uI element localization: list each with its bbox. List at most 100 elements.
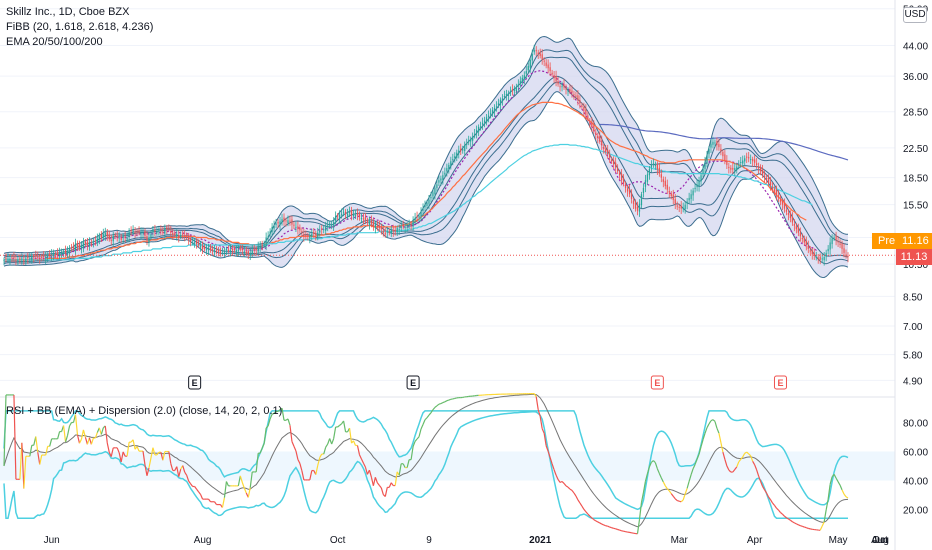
candle-body xyxy=(493,108,496,112)
candle-body xyxy=(215,250,218,252)
time-tick-label: 2021 xyxy=(529,535,552,546)
rsi-segment xyxy=(702,433,706,440)
rsi-segment xyxy=(708,420,712,425)
rsi-segment xyxy=(583,508,587,513)
rsi-segment xyxy=(190,483,194,487)
candle-body xyxy=(92,241,95,243)
rsi-segment xyxy=(677,500,680,502)
candle-body xyxy=(809,250,811,252)
rsi-segment xyxy=(35,436,39,453)
candle-body xyxy=(64,250,67,253)
candle-body xyxy=(509,91,512,94)
rsi-tick-label: 40.00 xyxy=(903,477,928,488)
rsi-segment xyxy=(585,511,589,515)
candle-body xyxy=(742,160,744,164)
rsi-segment xyxy=(239,475,243,483)
candle-body xyxy=(676,205,678,207)
candle-body xyxy=(531,54,533,61)
candle-body xyxy=(305,234,307,237)
candle-body xyxy=(750,159,752,161)
rsi-segment xyxy=(613,527,616,530)
candle-body xyxy=(547,64,549,69)
candle-body xyxy=(174,233,176,236)
rsi-segment xyxy=(800,525,803,527)
rsi-segment xyxy=(323,447,327,455)
candle-body xyxy=(390,230,392,234)
candle-body xyxy=(410,224,412,226)
rsi-segment xyxy=(712,419,716,422)
rsi-segment xyxy=(23,456,27,489)
candle-body xyxy=(144,230,146,237)
candle-body xyxy=(771,187,774,189)
rsi-segment xyxy=(644,473,649,482)
rsi-segment xyxy=(690,468,694,475)
rsi-segment xyxy=(835,477,839,483)
rsi-segment xyxy=(424,417,428,421)
candle-body xyxy=(186,237,188,239)
earnings-marker[interactable]: E xyxy=(773,375,787,390)
rsi-segment xyxy=(823,509,827,522)
candle-body xyxy=(799,232,801,237)
candle-body xyxy=(475,129,478,134)
rsi-segment xyxy=(545,445,549,452)
candle-body xyxy=(392,229,394,232)
candle-body xyxy=(720,148,722,152)
earnings-marker[interactable]: E xyxy=(406,375,420,390)
candle-body xyxy=(541,54,543,60)
candle-body xyxy=(646,174,649,182)
currency-button[interactable]: USD xyxy=(903,7,927,23)
candle-body xyxy=(765,177,768,180)
fibb-legend[interactable]: FiBB (20, 1.618, 2.618, 4.236) xyxy=(6,21,154,33)
rsi-segment xyxy=(74,414,79,435)
rsi-segment xyxy=(13,394,17,480)
rsi-segment xyxy=(752,461,756,466)
rsi-axis[interactable]: 20.00 40.00 60.00 80.00 xyxy=(903,419,928,517)
symbol-legend[interactable]: Skillz Inc., 1D, Cboe BZX xyxy=(6,6,130,18)
candle-body xyxy=(130,229,132,232)
rsi-segment xyxy=(120,451,124,462)
rsi-segment xyxy=(839,484,843,491)
candle-body xyxy=(195,240,198,244)
candle-body xyxy=(529,60,531,68)
candle-body xyxy=(160,229,162,231)
rsi-segment xyxy=(273,411,277,414)
candle-body xyxy=(180,235,182,237)
rsi-segment xyxy=(106,442,110,453)
candle-body xyxy=(146,236,148,240)
candle-body xyxy=(261,244,263,246)
candle-body xyxy=(336,215,339,217)
candle-body xyxy=(579,99,581,104)
ema-legend[interactable]: EMA 20/50/100/200 xyxy=(6,36,103,48)
candle-body xyxy=(442,175,444,181)
rsi-segment xyxy=(794,522,797,525)
candle-body xyxy=(690,194,692,200)
rsi-legend[interactable]: RSI + BB (EMA) + Dispersion (2.0) (close… xyxy=(6,405,283,417)
candle-body xyxy=(126,237,128,240)
rsi-segment xyxy=(295,450,299,460)
candle-body xyxy=(428,199,430,204)
rsi-segment xyxy=(642,481,647,493)
rsi-segment xyxy=(263,428,267,444)
candle-body xyxy=(829,242,831,250)
rsi-segment xyxy=(388,482,392,488)
rsi-segment xyxy=(656,468,660,474)
rsi-segment xyxy=(348,428,353,444)
candle-body xyxy=(231,249,234,251)
rsi-segment xyxy=(790,519,793,523)
earnings-marker[interactable]: E xyxy=(650,375,664,390)
earnings-marker[interactable]: E xyxy=(188,375,202,390)
candle-body xyxy=(221,252,224,254)
rsi-segment xyxy=(744,451,748,454)
rsi-segment xyxy=(617,528,620,531)
rsi-segment xyxy=(666,488,670,492)
candle-body xyxy=(364,217,367,221)
candle-body xyxy=(247,251,249,255)
rsi-segment xyxy=(80,429,85,440)
rsi-segment xyxy=(742,453,746,458)
candle-body xyxy=(98,236,100,239)
rsi-segment xyxy=(237,475,241,486)
rsi-segment xyxy=(660,477,664,483)
rsi-segment xyxy=(156,451,160,456)
